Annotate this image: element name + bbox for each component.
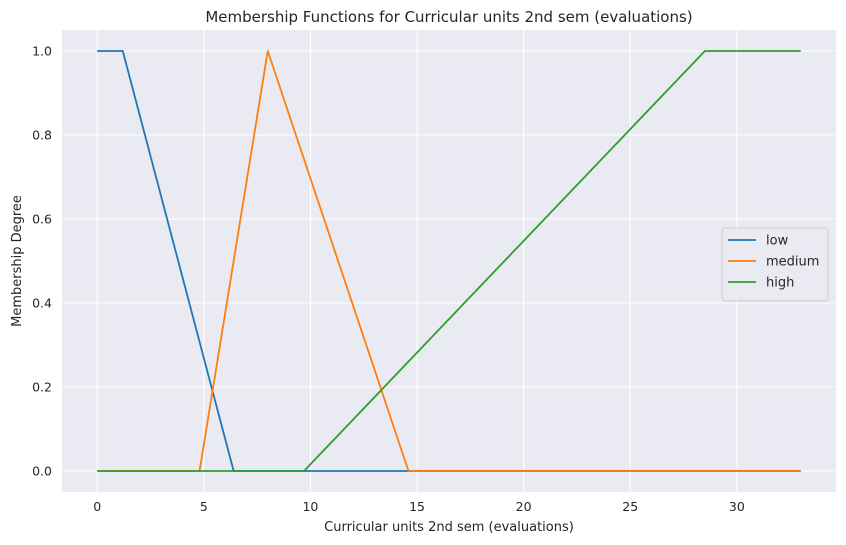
series-layer	[97, 50, 801, 472]
chart-title: Membership Functions for Curricular unit…	[205, 8, 692, 26]
x-tick-label: 0	[93, 499, 101, 514]
y-tick-label: 0.4	[32, 296, 52, 311]
x-tick-label: 5	[200, 499, 208, 514]
x-tick-label: 30	[729, 499, 745, 514]
x-tick-label: 25	[622, 499, 638, 514]
x-tick-label: 15	[409, 499, 425, 514]
x-tick-labels: 0 5 10 15 20 25 30	[93, 499, 745, 514]
plot-area	[62, 30, 836, 492]
y-tick-label: 0.8	[32, 128, 52, 143]
series-line-high	[97, 50, 801, 472]
y-tick-label: 0.2	[32, 380, 52, 395]
y-tick-label: 0.6	[32, 212, 52, 227]
y-tick-labels: 0.0 0.2 0.4 0.6 0.8 1.0	[32, 44, 52, 479]
y-tick-label: 0.0	[32, 464, 52, 479]
legend: low medium high	[721, 227, 829, 302]
x-tick-label: 20	[516, 499, 532, 514]
x-tick-label: 10	[302, 499, 318, 514]
legend-label-high: high	[766, 276, 794, 291]
x-axis-label: Curricular units 2nd sem (evaluations)	[324, 520, 574, 535]
y-tick-label: 1.0	[32, 44, 52, 59]
legend-label-low: low	[766, 234, 789, 249]
legend-label-medium: medium	[766, 255, 819, 270]
y-axis-label: Membership Degree	[10, 195, 25, 327]
